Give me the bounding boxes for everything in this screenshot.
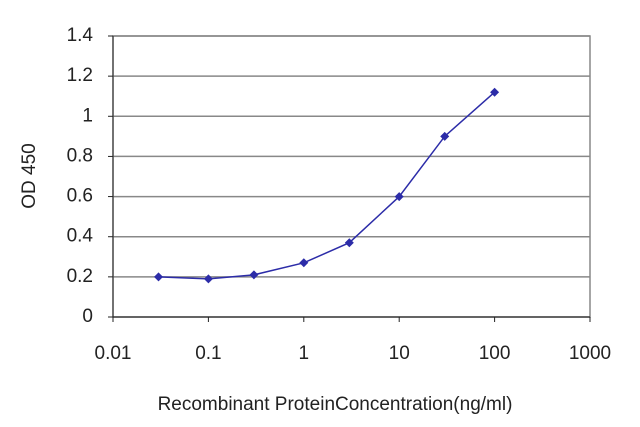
y-tick-label: 0.2 xyxy=(67,266,93,287)
data-point xyxy=(249,270,259,280)
data-point xyxy=(154,272,164,282)
data-point xyxy=(344,238,354,248)
data-point xyxy=(299,258,309,268)
data-point xyxy=(203,274,213,284)
x-tick-label: 0.1 xyxy=(195,343,221,364)
data-point xyxy=(440,131,450,141)
y-tick-label: 1.2 xyxy=(67,65,93,86)
series-line xyxy=(158,91,496,280)
x-axis-label: Recombinant ProteinConcentration(ng/ml) xyxy=(158,394,513,415)
y-tick-label: 1.4 xyxy=(67,25,94,46)
x-tick-label: 100 xyxy=(479,343,511,364)
y-tick-label: 0.4 xyxy=(67,226,94,247)
plot-area xyxy=(112,35,591,318)
x-tick-label: 1 xyxy=(299,343,310,364)
y-tick-label: 0.8 xyxy=(67,145,93,166)
y-tick-label: 0 xyxy=(82,306,93,327)
x-tick-label: 1000 xyxy=(569,343,611,364)
y-axis-label: OD 450 xyxy=(19,143,40,208)
data-point xyxy=(394,192,404,202)
data-point xyxy=(490,87,500,97)
y-tick-label: 0.6 xyxy=(67,186,93,207)
y-tick-label: 1 xyxy=(82,105,93,126)
x-tick-label: 0.01 xyxy=(95,343,132,364)
x-tick-label: 10 xyxy=(389,343,410,364)
